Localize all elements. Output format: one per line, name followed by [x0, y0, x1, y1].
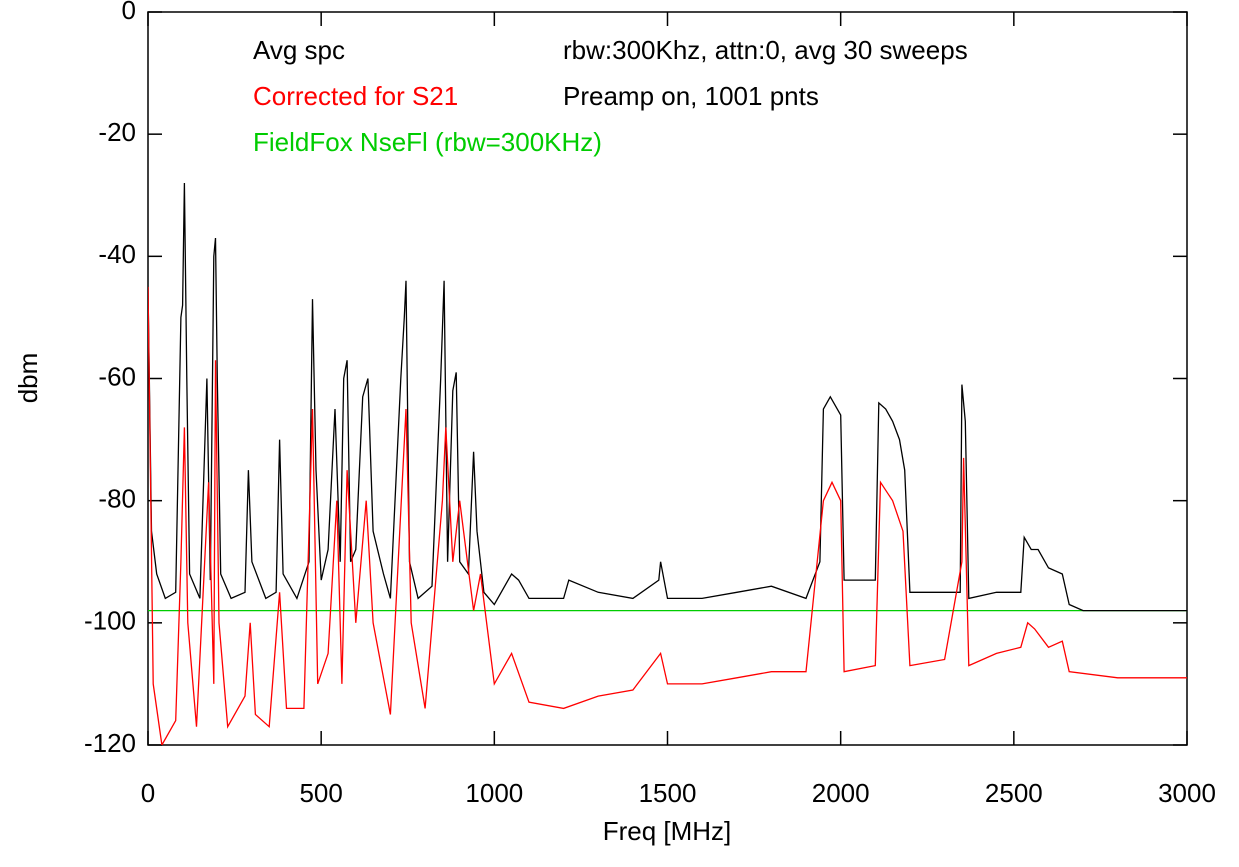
x-tick-label: 2000: [812, 778, 870, 808]
y-tick-label: -120: [84, 728, 136, 758]
annotation: Preamp on, 1001 pnts: [563, 81, 819, 111]
x-axis-label: Freq [MHz]: [603, 816, 732, 846]
legend-entry: Avg spc: [253, 35, 345, 65]
x-tick-label: 1000: [465, 778, 523, 808]
x-tick-label: 0: [141, 778, 155, 808]
x-tick-label: 3000: [1158, 778, 1216, 808]
annotation: rbw:300Khz, attn:0, avg 30 sweeps: [563, 35, 968, 65]
y-tick-label: -100: [84, 606, 136, 636]
series-line: [148, 286, 1187, 745]
legend-entry: Corrected for S21: [253, 81, 458, 111]
y-tick-label: -80: [98, 484, 136, 514]
x-tick-label: 1500: [639, 778, 697, 808]
x-tick-label: 2500: [985, 778, 1043, 808]
y-tick-label: 0: [122, 0, 136, 25]
plot-frame: [147, 11, 1188, 746]
x-tick-label: 500: [299, 778, 342, 808]
y-tick-label: -60: [98, 361, 136, 391]
legend-entry: FieldFox NseFl (rbw=300KHz): [253, 127, 602, 157]
series-line: [148, 182, 1187, 612]
y-tick-label: -20: [98, 117, 136, 147]
y-tick-label: -40: [98, 239, 136, 269]
y-axis-label: dbm: [13, 353, 43, 404]
plot-lines: [148, 182, 1187, 745]
